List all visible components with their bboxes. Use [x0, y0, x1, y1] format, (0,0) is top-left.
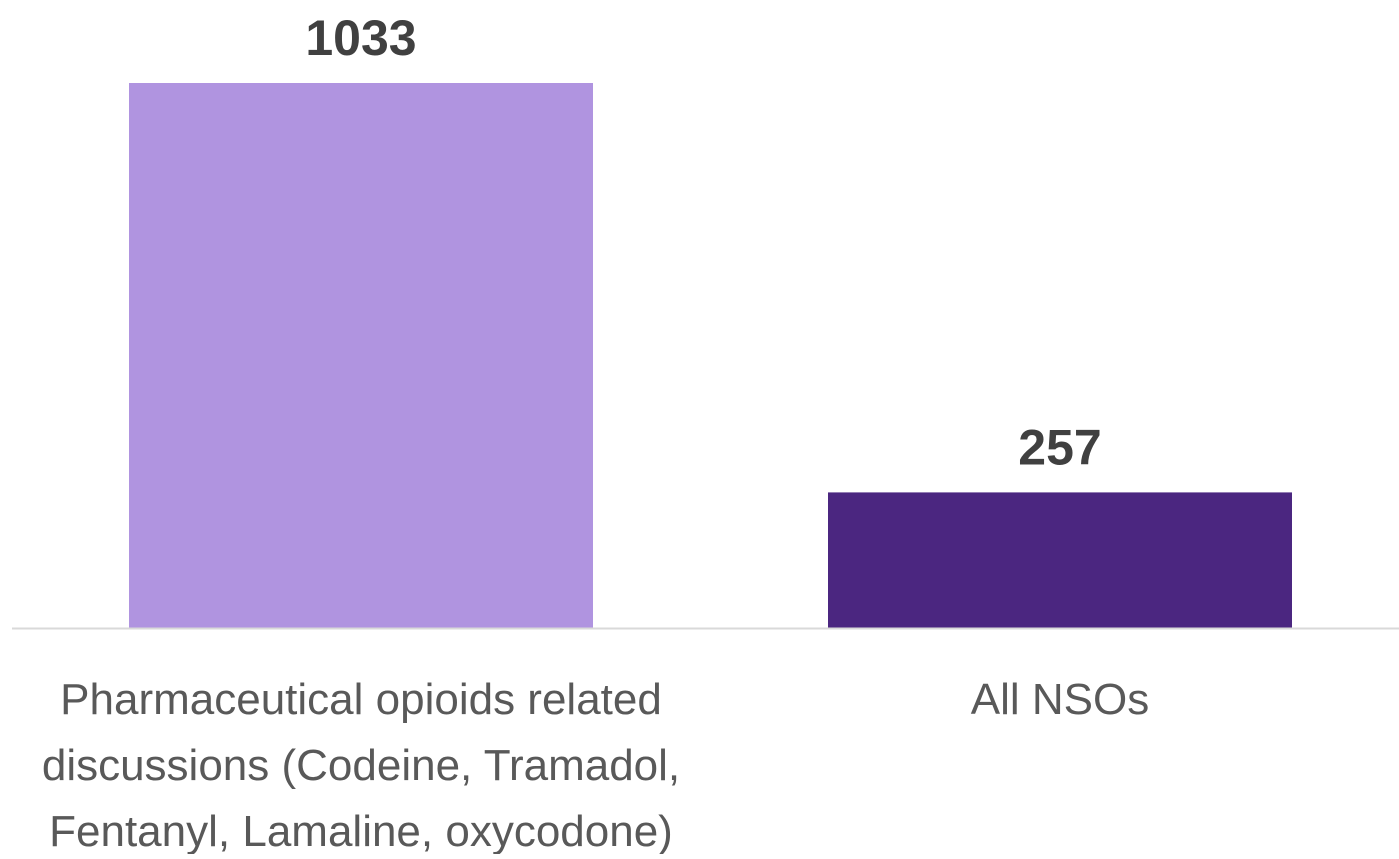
bar-1 [828, 492, 1292, 628]
data-label-1: 257 [1018, 419, 1101, 475]
bar-0 [129, 83, 593, 628]
x-tick-label-1: All NSOs [971, 675, 1149, 724]
x-tick-label-0: Pharmaceutical opioids related discussion… [42, 675, 680, 854]
x-tick-label-0-line-0: Pharmaceutical opioids related [60, 675, 662, 724]
labels-layer: 1033 Pharmaceutical opioids related discus… [42, 10, 1149, 856]
x-tick-label-0-line-1: discussions (Codeine, Tramadol, [42, 741, 680, 790]
bars-layer [129, 83, 1292, 628]
x-tick-label-0-line-2: Fentanyl, Lamaline, oxycodone) [49, 807, 673, 854]
data-label-0: 1033 [305, 10, 416, 66]
x-tick-label-1-line-0: All NSOs [971, 675, 1149, 724]
